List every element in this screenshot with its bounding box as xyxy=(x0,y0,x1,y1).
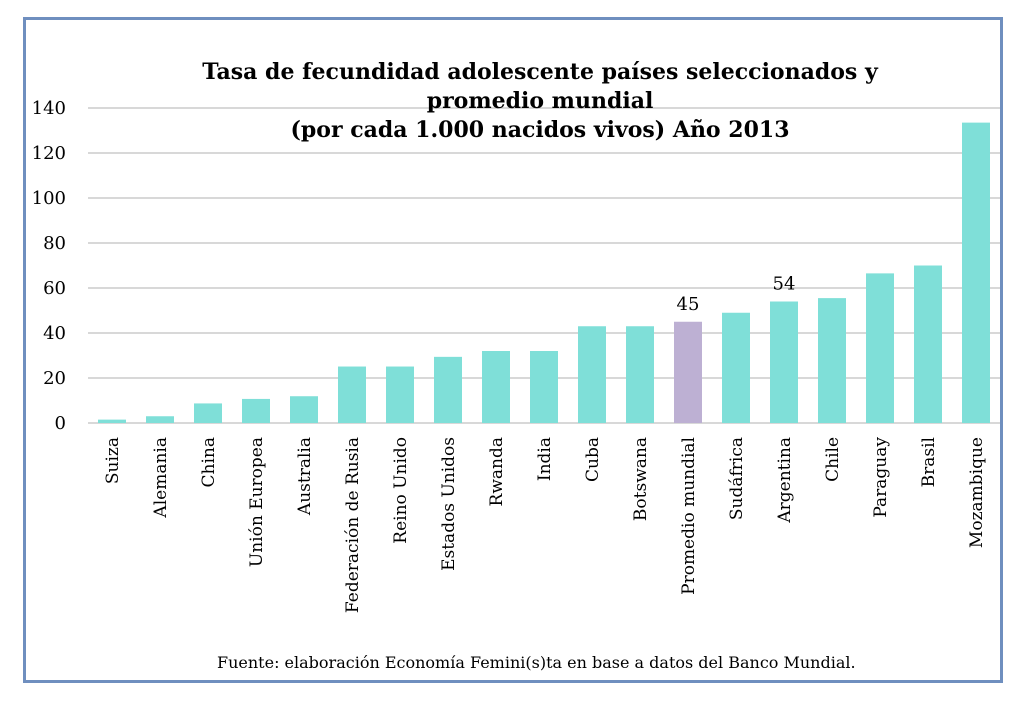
x-tick-label: Alemania xyxy=(151,437,171,519)
bar xyxy=(530,351,558,423)
data-label: 54 xyxy=(773,274,796,295)
chart-title-line-3: (por cada 1.000 nacidos vivos) Año 2013 xyxy=(291,117,790,143)
y-tick-label: 60 xyxy=(43,278,66,299)
bar xyxy=(242,398,270,423)
bar xyxy=(578,326,606,423)
x-tick-label: Rwanda xyxy=(487,437,507,506)
x-tick-label: Suiza xyxy=(103,437,123,484)
y-tick-label: 20 xyxy=(43,368,66,389)
x-tick-label: Paraguay xyxy=(871,437,891,518)
bar xyxy=(962,122,990,423)
y-tick-label: 100 xyxy=(32,188,66,209)
bar xyxy=(98,419,126,423)
x-tick-label: China xyxy=(199,437,219,487)
y-tick-label: 80 xyxy=(43,233,66,254)
chart-frame xyxy=(23,17,1003,683)
bar xyxy=(866,273,894,423)
x-tick-label: Sudáfrica xyxy=(727,437,747,520)
bar xyxy=(770,301,798,423)
x-tick-label: Argentina xyxy=(775,437,795,524)
x-tick-label: Promedio mundial xyxy=(679,437,699,595)
bar xyxy=(914,265,942,423)
source-note: Fuente: elaboración Economía Femini(s)ta… xyxy=(217,653,856,672)
y-tick-label: 40 xyxy=(43,323,66,344)
y-tick-label: 140 xyxy=(32,98,66,119)
y-tick-label: 0 xyxy=(55,413,66,434)
data-label: 45 xyxy=(677,294,700,315)
x-tick-label: Brasil xyxy=(919,437,939,487)
x-tick-label: India xyxy=(535,437,555,481)
bar xyxy=(386,366,414,423)
x-tick-label: Federación de Rusia xyxy=(343,437,363,613)
x-tick-label: Unión Europea xyxy=(247,437,267,567)
bar xyxy=(722,312,750,423)
bar xyxy=(626,326,654,423)
x-tick-label: Mozambique xyxy=(967,437,987,548)
bar xyxy=(818,298,846,423)
bar xyxy=(674,321,702,423)
x-tick-label: Reino Unido xyxy=(391,437,411,544)
chart-title-line-1: Tasa de fecundidad adolescente países se… xyxy=(202,59,879,85)
y-tick-label: 120 xyxy=(32,143,66,164)
bar xyxy=(338,366,366,423)
x-tick-label: Estados Unidos xyxy=(439,437,459,571)
bar xyxy=(194,403,222,423)
bar xyxy=(434,356,462,423)
x-tick-label: Chile xyxy=(823,437,843,482)
chart-title-line-2: promedio mundial xyxy=(427,88,654,114)
x-tick-label: Botswana xyxy=(631,437,651,521)
bar xyxy=(290,396,318,423)
x-tick-label: Australia xyxy=(295,437,315,516)
bar xyxy=(146,416,174,423)
x-tick-label: Cuba xyxy=(583,437,603,482)
bar xyxy=(482,351,510,423)
